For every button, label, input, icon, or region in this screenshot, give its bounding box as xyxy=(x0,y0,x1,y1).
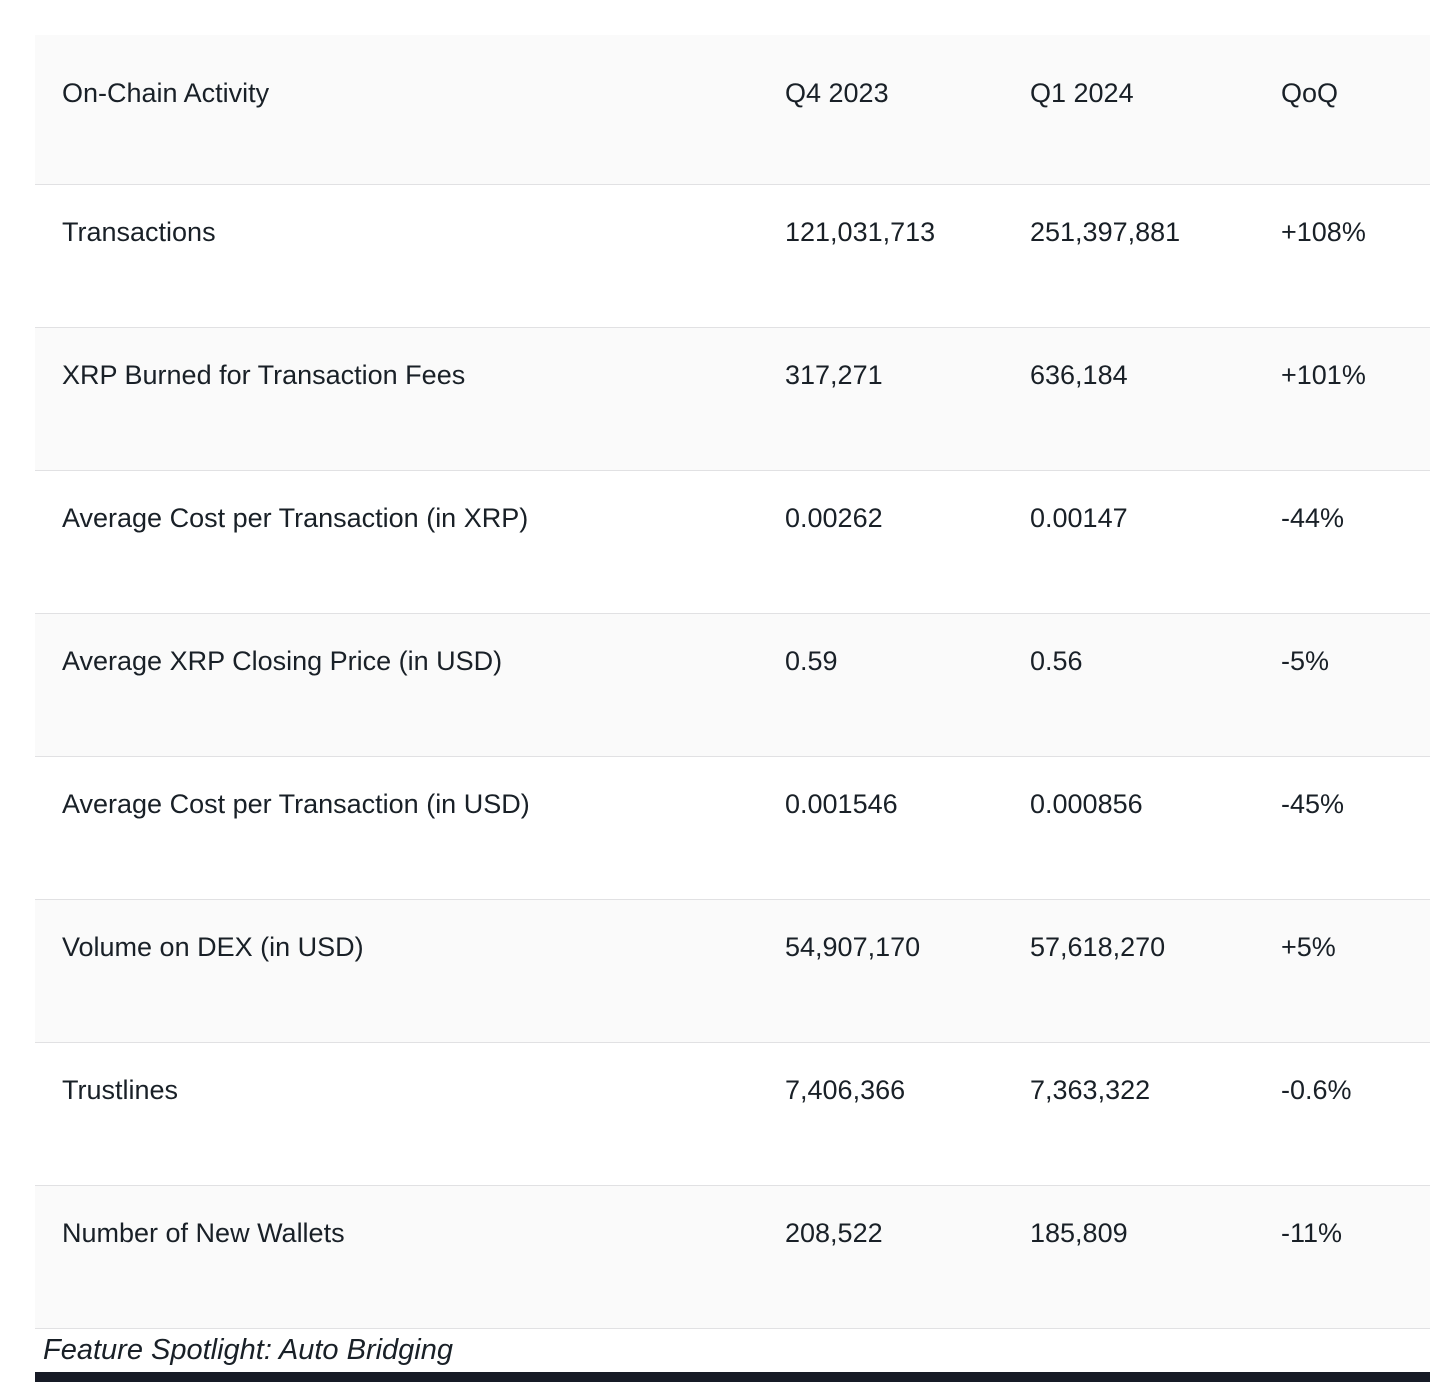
value-q1-2024: 636,184 xyxy=(1030,360,1128,390)
value-qoq: -45% xyxy=(1281,789,1345,819)
value-q4-2023: 7,406,366 xyxy=(785,1075,906,1105)
value-q4-2023: 0.00262 xyxy=(785,503,883,533)
value-qoq: +5% xyxy=(1281,932,1336,962)
value-q1-2024: 0.56 xyxy=(1030,646,1083,676)
value-q1-2024: 0.00147 xyxy=(1030,503,1128,533)
row-label: Average Cost per Transaction (in XRP) xyxy=(62,503,529,533)
table-row-xrp-burned: XRP Burned for Transaction Fees 317,271 … xyxy=(35,328,1430,471)
value-q4-2023: 0.59 xyxy=(785,646,838,676)
header-on-chain-activity: On-Chain Activity xyxy=(62,78,270,108)
header-q4-2023: Q4 2023 xyxy=(785,78,889,108)
row-label: Trustlines xyxy=(62,1075,179,1105)
value-q4-2023: 317,271 xyxy=(785,360,883,390)
value-qoq: +108% xyxy=(1281,217,1366,247)
value-q1-2024: 7,363,322 xyxy=(1030,1075,1151,1105)
table-row-transactions: Transactions 121,031,713 251,397,881 +10… xyxy=(35,185,1430,328)
onchain-activity-table: On-Chain Activity Q4 2023 Q1 2024 QoQ Tr… xyxy=(35,35,1430,1382)
header-q1-2024: Q1 2024 xyxy=(1030,78,1134,108)
value-qoq: -11% xyxy=(1281,1218,1343,1248)
feature-spotlight-caption: Feature Spotlight: Auto Bridging xyxy=(35,1329,1430,1372)
value-q1-2024: 185,809 xyxy=(1030,1218,1128,1248)
row-label: Transactions xyxy=(62,217,216,247)
value-qoq: -5% xyxy=(1281,646,1330,676)
value-q4-2023: 121,031,713 xyxy=(785,217,936,247)
row-label: XRP Burned for Transaction Fees xyxy=(62,360,466,390)
table-row-new-wallets: Number of New Wallets 208,522 185,809 -1… xyxy=(35,1186,1430,1329)
table-row-trustlines: Trustlines 7,406,366 7,363,322 -0.6% xyxy=(35,1043,1430,1186)
table-row-avg-cost-usd: Average Cost per Transaction (in USD) 0.… xyxy=(35,757,1430,900)
header-qoq: QoQ xyxy=(1281,78,1339,108)
value-q4-2023: 208,522 xyxy=(785,1218,883,1248)
value-qoq: -0.6% xyxy=(1281,1075,1352,1105)
value-qoq: +101% xyxy=(1281,360,1366,390)
row-label: Volume on DEX (in USD) xyxy=(62,932,364,962)
value-q4-2023: 54,907,170 xyxy=(785,932,921,962)
table-row-dex-volume: Volume on DEX (in USD) 54,907,170 57,618… xyxy=(35,900,1430,1043)
value-q1-2024: 0.000856 xyxy=(1030,789,1143,819)
value-q4-2023: 0.001546 xyxy=(785,789,898,819)
table-row-avg-cost-xrp: Average Cost per Transaction (in XRP) 0.… xyxy=(35,471,1430,614)
table-header-row: On-Chain Activity Q4 2023 Q1 2024 QoQ xyxy=(35,35,1430,185)
table-row-avg-closing-price: Average XRP Closing Price (in USD) 0.59 … xyxy=(35,614,1430,757)
value-q1-2024: 251,397,881 xyxy=(1030,217,1181,247)
bottom-bar xyxy=(35,1372,1430,1382)
value-qoq: -44% xyxy=(1281,503,1345,533)
row-label: Number of New Wallets xyxy=(62,1218,345,1248)
row-label: Average XRP Closing Price (in USD) xyxy=(62,646,503,676)
caption-text: Feature Spotlight: Auto Bridging xyxy=(43,1334,454,1366)
value-q1-2024: 57,618,270 xyxy=(1030,932,1166,962)
row-label: Average Cost per Transaction (in USD) xyxy=(62,789,530,819)
